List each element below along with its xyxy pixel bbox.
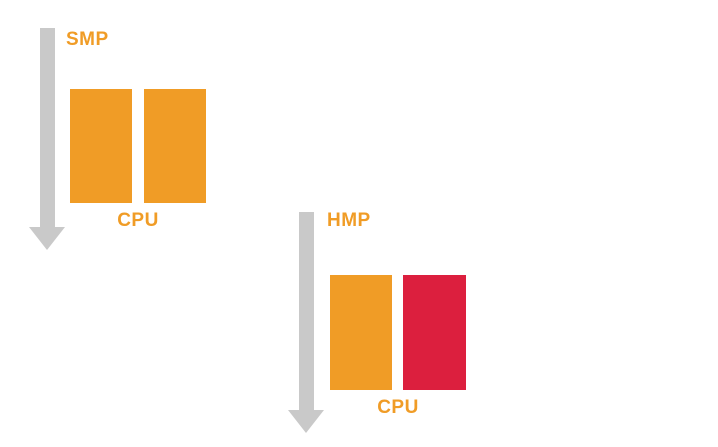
down-arrow-shaft: [40, 28, 55, 227]
down-arrow-head: [29, 227, 65, 250]
hmp-title-label: HMP: [327, 210, 371, 231]
down-arrow-shaft: [299, 212, 314, 410]
hmp-cpu-core-2: [403, 275, 466, 390]
smp-cpu-core-1: [70, 89, 132, 203]
smp-cpu-core-2: [144, 89, 206, 203]
smp-title-label: SMP: [66, 29, 109, 50]
hmp-cpu-core-1: [330, 275, 392, 390]
hmp-cpu-caption: CPU: [377, 397, 419, 418]
smp-cpu-caption: CPU: [117, 210, 159, 231]
down-arrow-head: [288, 410, 324, 433]
